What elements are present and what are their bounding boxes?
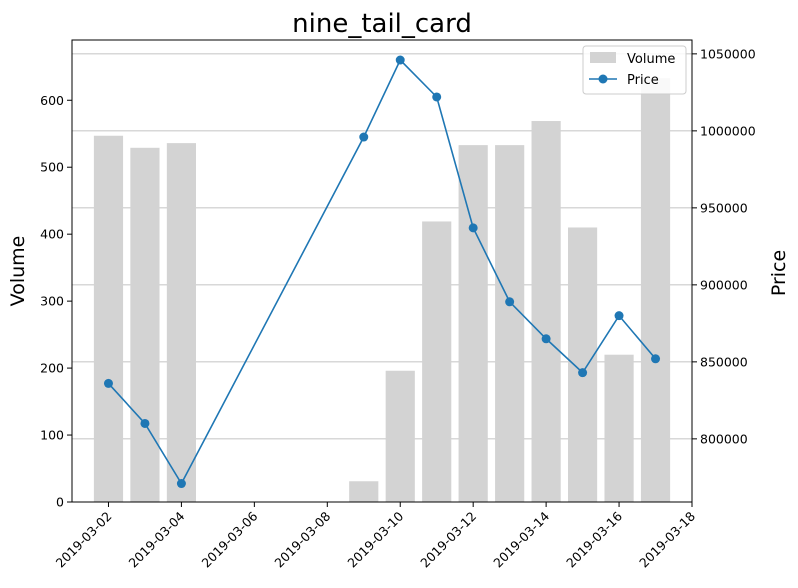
y-left-tick-label-3: 300	[40, 294, 64, 309]
y-left-tick-label-4: 400	[40, 227, 64, 242]
price-point-2019-03-10	[395, 55, 405, 65]
price-point-2019-03-11	[432, 92, 442, 102]
price-point-2019-03-09	[359, 132, 369, 142]
volume-bar-2019-03-12	[458, 145, 488, 502]
volume-bar-2019-03-04	[166, 143, 196, 502]
line-layer	[103, 55, 661, 489]
y-left-axis-title: Volume	[7, 236, 29, 307]
volume-bar-2019-03-17	[640, 78, 671, 502]
y-right-tick-label-2: 900000	[700, 277, 748, 292]
volume-bar-2019-03-10	[385, 370, 415, 502]
y-right-axis-title: Price	[768, 250, 790, 296]
volume-bar-2019-03-16	[604, 354, 634, 502]
volume-bar-2019-03-03	[130, 147, 160, 503]
price-point-2019-03-17	[651, 354, 661, 364]
y-left-tick-label-5: 500	[40, 160, 64, 175]
volume-bar-2019-03-09	[349, 481, 379, 502]
price-line	[107, 58, 657, 486]
volume-bar-2019-03-02	[93, 135, 124, 502]
y-left-axis: 0 100 200 300 400 500 600	[40, 93, 72, 510]
volume-bar-2019-03-11	[422, 221, 452, 502]
chart-title: nine_tail_card	[292, 9, 472, 39]
plot-frame	[71, 39, 693, 503]
price-point-2019-03-14	[541, 334, 551, 344]
legend-price-marker	[598, 74, 608, 84]
price-point-2019-03-13	[505, 297, 515, 307]
price-point-2019-03-04	[176, 479, 186, 489]
y-right-tick-label-5: 1050000	[700, 46, 756, 61]
legend-price-label: Price	[627, 73, 659, 88]
legend-volume-swatch	[590, 52, 616, 63]
y-right-axis: 800000 850000 900000 950000 1000000 1050000	[692, 46, 756, 446]
y-left-tick-label-0: 0	[56, 495, 64, 510]
volume-bar-2019-03-14	[531, 121, 561, 502]
price-point-2019-03-15	[578, 368, 588, 378]
legend: Volume Price	[582, 45, 687, 95]
volume-bar-2019-03-15	[568, 227, 598, 502]
price-point-2019-03-16	[614, 311, 624, 321]
y-right-tick-label-0: 800000	[700, 431, 748, 446]
price-point-2019-03-12	[468, 223, 478, 233]
y-right-tick-label-4: 1000000	[700, 123, 756, 138]
bars-layer	[93, 78, 671, 503]
volume-bar-2019-03-13	[495, 145, 525, 502]
price-point-2019-03-03	[140, 418, 150, 428]
y-right-tick-label-1: 850000	[700, 354, 748, 369]
y-left-tick-label-2: 200	[40, 361, 64, 376]
y-right-tick-label-3: 950000	[700, 200, 748, 215]
legend-volume-label: Volume	[627, 52, 675, 67]
y-left-tick-label-1: 100	[40, 428, 64, 443]
price-point-2019-03-02	[103, 378, 113, 388]
y-left-tick-label-6: 600	[40, 93, 64, 108]
